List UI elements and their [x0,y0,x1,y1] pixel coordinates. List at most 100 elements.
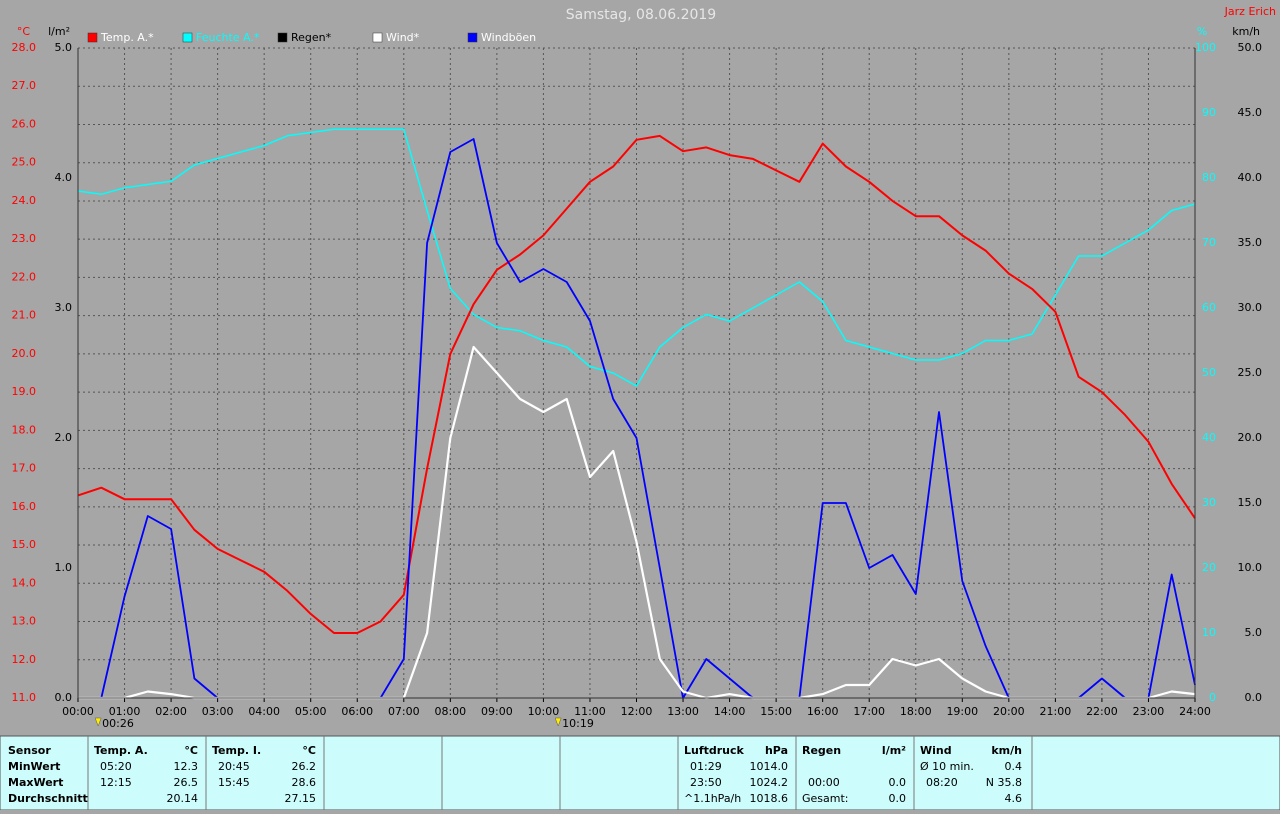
x-tick-label: 21:00 [1040,705,1072,718]
y-tick-label: 14.0 [12,576,37,589]
column-header: Regen [802,744,841,757]
y-tick-label: 28.0 [12,41,37,54]
legend-label: Feuchte A.* [196,31,260,44]
y-tick-label: 25.0 [12,156,37,169]
cell-value: 0.0 [889,792,907,805]
table: Sensor MinWert MaxWert Durchschnitt Temp. A.… [8,736,1033,810]
cell-value: 1018.6 [750,792,789,805]
cell-label: 12:15 [100,776,132,789]
x-tick-label: 07:00 [388,705,420,718]
column-header: Wind [920,744,952,757]
x-tick-label: 20:00 [993,705,1025,718]
column-unit: km/h [991,744,1022,757]
y-tick-label: 16.0 [12,500,37,513]
legend-swatch [87,32,98,43]
y3-tick-label: 45.0 [1238,106,1263,119]
y-tick-label: 19.0 [12,385,37,398]
y2-tick-label: 50 [1202,366,1216,379]
column-header: Temp. A. [94,744,148,757]
x-tick-label: 17:00 [853,705,885,718]
cell-value: 28.6 [292,776,317,789]
y2-tick-label: 10 [1202,626,1216,639]
x-tick-label: 18:00 [900,705,932,718]
series-line [77,134,1196,634]
y2-tick-label: 90 [1202,106,1216,119]
y3-tick-label: 20.0 [1238,431,1263,444]
background [0,0,1280,736]
cell-label: 15:45 [218,776,250,789]
cell-value: 12.3 [174,760,199,773]
row-label: MaxWert [8,776,63,789]
cell-value: 26.5 [174,776,199,789]
cell-value: 1014.0 [750,760,789,773]
cell-value: 27.15 [285,792,317,805]
x-tick-label: 15:00 [760,705,792,718]
y4-tick-label: 1.0 [55,561,73,574]
x-tick-label: 14:00 [714,705,746,718]
y4-axis-label: l/m² [48,25,70,38]
column-header: Temp. I. [212,744,261,757]
sun-marker [94,717,102,727]
y4-tick-label: 3.0 [55,301,73,314]
cell-value: 0.4 [1005,760,1023,773]
y2-tick-label: 20 [1202,561,1216,574]
x-tick-label: 23:00 [1133,705,1165,718]
x-tick-label: 03:00 [202,705,234,718]
x-tick-label: 19:00 [946,705,978,718]
y2-tick-label: 30 [1202,496,1216,509]
y-tick-label: 27.0 [12,79,37,92]
column-unit: °C [302,744,316,757]
y3-axis-label: km/h [1232,25,1260,38]
x-tick-label: 04:00 [248,705,280,718]
y2-tick-label: 60 [1202,301,1216,314]
y2-tick-label: 80 [1202,171,1216,184]
x-tick-label: 02:00 [155,705,187,718]
y2-tick-label: 100 [1195,41,1216,54]
y3-tick-label: 40.0 [1238,171,1263,184]
y2-tick-label: 40 [1202,431,1216,444]
x-tick-label: 13:00 [667,705,699,718]
table-corner: Sensor [8,744,51,757]
y4-tick-label: 0.0 [55,691,73,704]
column-unit: hPa [765,744,788,757]
y4-tick-label: 5.0 [55,41,73,54]
y-tick-label: 12.0 [12,653,37,666]
y3-tick-label: 35.0 [1238,236,1263,249]
x-tick-label: 00:00 [62,705,94,718]
author: Jarz Erich [1224,5,1276,18]
y-tick-label: 18.0 [12,423,37,436]
cell-value: 26.2 [292,760,317,773]
y3-tick-label: 5.0 [1245,626,1263,639]
cell-value: 20.14 [167,792,199,805]
cell-value: 1024.2 [750,776,789,789]
cell-label: 05:20 [100,760,132,773]
y-tick-label: 21.0 [12,309,37,322]
y-tick-label: 24.0 [12,194,37,207]
row-label: Durchschnitt [8,792,88,805]
x-tick-label: 12:00 [621,705,653,718]
y-tick-label: 11.0 [12,691,37,704]
y-tick-label: 15.0 [12,538,37,551]
y3-tick-label: 10.0 [1238,561,1263,574]
x-tick-label: 08:00 [434,705,466,718]
y3-tick-label: 30.0 [1238,301,1263,314]
x-tick-label: 09:00 [481,705,513,718]
y4-tick-label: 2.0 [55,431,73,444]
row-label: MinWert [8,760,60,773]
y4-tick-label: 4.0 [55,171,73,184]
chart-title: Samstag, 08.06.2019 [566,7,716,23]
cell-label: 20:45 [218,760,250,773]
column-header: Luftdruck [684,744,745,757]
cell-label: 00:00 [808,776,840,789]
cell-value: N 35.8 [986,776,1022,789]
legend-swatch [467,32,478,43]
x-tick-label: 06:00 [341,705,373,718]
y3-tick-label: 15.0 [1238,496,1263,509]
series-line [77,128,1196,387]
x-tick-label: 11:00 [574,705,606,718]
x-tick-label: 01:00 [109,705,141,718]
legend-swatch [277,32,288,43]
y2-axis-label: % [1197,25,1207,38]
